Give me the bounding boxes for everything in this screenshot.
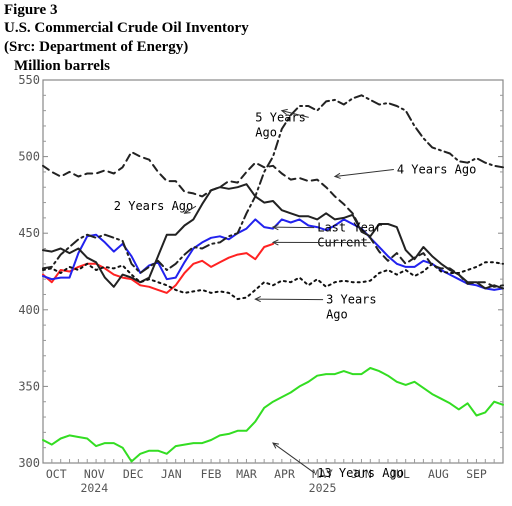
y-tick-label: 500 [18, 150, 40, 164]
x-tick-label: DEC [123, 467, 144, 481]
y-axis-unit: Million barrels [14, 58, 110, 74]
annotation-arrow [272, 442, 315, 474]
x-tick-label: JUN [351, 467, 372, 481]
x-tick-label: MAR [236, 467, 257, 481]
y-tick-label: 400 [18, 303, 40, 317]
x-year-label: 2024 [80, 481, 108, 495]
annotation-label: Ago [326, 308, 348, 322]
annotation-label: 13 Years Ago [317, 466, 404, 480]
annotation-arrow [184, 205, 197, 214]
annotation-arrow [272, 226, 315, 229]
annotation-label: 5 Years [255, 110, 306, 124]
x-tick-label: APR [274, 467, 295, 481]
x-tick-label: OCT [46, 467, 67, 481]
series-13-years-ago [42, 367, 504, 463]
series-2-years-ago [42, 183, 504, 290]
arrow-head [280, 108, 288, 115]
annotation-label: 3 Years [326, 293, 377, 307]
arrow-head [333, 172, 341, 179]
series-4-years-ago [42, 151, 504, 288]
series-group [42, 94, 504, 463]
arrow-head [254, 296, 261, 303]
annotation-label: Ago [255, 125, 277, 139]
arrow-head [271, 239, 279, 246]
y-tick-label: 350 [18, 379, 40, 393]
x-tick-label: AUG [428, 467, 449, 481]
figure-number: Figure 3 [4, 2, 57, 18]
axes: 300 350 400 450 500 550 OCT NOV DEC JAN FEB MAR APR M… [18, 73, 504, 495]
series-last-year [42, 218, 504, 291]
x-tick-label: MAY [312, 467, 333, 481]
annotation-arrow [281, 110, 309, 118]
y-tick-label: 300 [18, 456, 40, 470]
annotation-label: 4 Years Ago [397, 162, 476, 176]
arrow-head [183, 207, 191, 214]
annotation-label: 2 Years Ago [114, 199, 193, 213]
chart-title: U.S. Commercial Crude Oil Inventory [4, 20, 249, 36]
annotation-arrow [255, 298, 324, 301]
x-tick-label: FEB [201, 467, 222, 481]
chart-source: (Src: Department of Energy) [4, 39, 188, 55]
arrow-head [272, 442, 279, 449]
x-year-label: 2025 [309, 481, 337, 495]
x-tick-label: NOV [84, 467, 105, 481]
x-tick-label: JUL [389, 467, 410, 481]
y-tick-label: 550 [18, 73, 40, 87]
series-3-years-ago [42, 261, 504, 301]
annotation-label: Last Year [317, 221, 382, 235]
arrow-head [271, 224, 279, 231]
series-current [42, 242, 274, 294]
x-tick-label: SEP [466, 467, 487, 481]
x-tick-label: JAN [161, 467, 182, 481]
y-tick-label: 450 [18, 226, 40, 240]
series-5-years-ago [42, 94, 504, 274]
annotation-arrow [334, 168, 394, 178]
